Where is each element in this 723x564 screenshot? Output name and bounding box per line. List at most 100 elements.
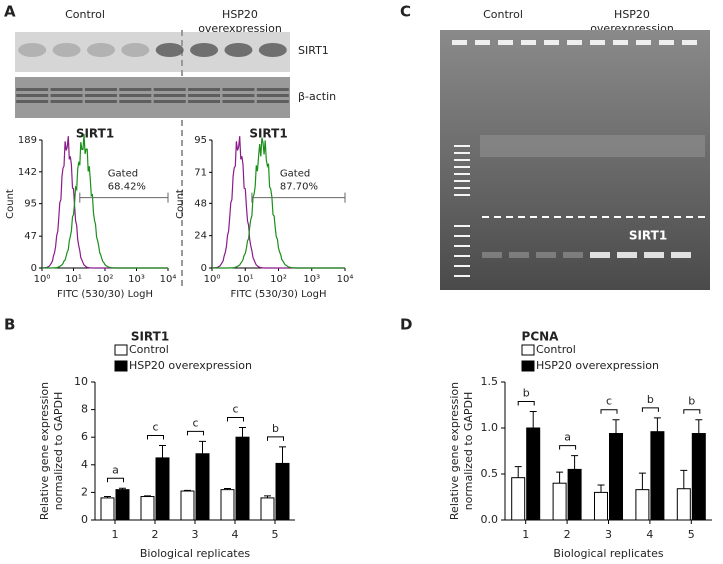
error-bar: [199, 440, 206, 454]
group-label: HSP20: [222, 8, 258, 21]
significance-bracket: [517, 400, 535, 406]
ladder-band: [454, 152, 470, 154]
gel-well: [521, 40, 536, 45]
gel-well: [567, 40, 582, 45]
significance-bracket: [641, 407, 659, 412]
band-label: β-actin: [298, 90, 336, 103]
blot-band: [84, 94, 117, 97]
gel-band: [509, 252, 529, 258]
blot-band: [224, 43, 253, 57]
x-axis-label: Biological replicates: [553, 547, 664, 560]
significance-letter: c: [232, 403, 238, 416]
bar: [526, 427, 541, 521]
blot-band: [119, 100, 152, 103]
blot-band: [188, 94, 221, 97]
chart-title: PCNA: [522, 330, 560, 344]
error-bar: [638, 472, 646, 490]
bar: [594, 491, 608, 521]
gate-annotation: Gated: [280, 169, 310, 180]
x-tick-label: 5: [272, 528, 279, 541]
blot-band: [16, 100, 49, 103]
significance-bracket: [187, 430, 204, 436]
blot-band: [258, 43, 287, 57]
band-label: SIRT1: [298, 44, 329, 57]
error-bar: [529, 410, 537, 428]
bar: [260, 497, 275, 521]
blot-band: [188, 88, 221, 91]
x-axis-label: FITC (530/30) LogH: [231, 289, 327, 300]
error-bar: [159, 444, 166, 458]
legend-label: Control: [536, 343, 576, 356]
y-tick-label: 95: [194, 135, 207, 146]
y-tick-label: 47: [24, 231, 37, 242]
x-tick-label: 1: [112, 528, 119, 541]
blot-band: [153, 94, 186, 97]
blot-band: [222, 88, 255, 91]
x-tick-label: 10⁰: [204, 274, 221, 285]
panel-letter: A: [4, 3, 16, 21]
significance-letter: a: [112, 463, 119, 476]
y-tick-label: 142: [18, 167, 37, 178]
significance-bracket: [683, 409, 701, 414]
x-tick-label: 10⁴: [337, 274, 354, 285]
band-label: SIRT1: [629, 229, 667, 243]
significance-letter: a: [564, 431, 571, 444]
blot-band: [52, 43, 81, 57]
histogram-trace: [212, 137, 345, 269]
bar: [155, 457, 170, 521]
gel-image: [440, 30, 710, 290]
y-axis-label: Count: [175, 189, 186, 219]
group-label: HSP20: [614, 8, 650, 21]
panel-letter: B: [4, 316, 15, 334]
bar: [511, 477, 526, 521]
legend-swatch: [521, 360, 535, 372]
ladder-band: [454, 173, 470, 175]
gel-band: [590, 252, 610, 258]
ladder-band: [454, 235, 470, 237]
y-tick-label: 2: [81, 485, 88, 498]
error-bar: [239, 427, 246, 438]
blot-band: [84, 88, 117, 91]
x-tick-label: 10⁴: [160, 274, 177, 285]
y-tick-label: 0.5: [481, 467, 499, 480]
y-tick-label: 0: [81, 513, 88, 526]
y-tick-label: 8: [81, 403, 88, 416]
gel-well: [682, 40, 697, 45]
significance-bracket: [147, 434, 164, 440]
gel-well: [636, 40, 651, 45]
group-label: overexpression: [198, 22, 282, 35]
blot-band: [18, 43, 47, 57]
ladder-band: [454, 159, 470, 161]
gel-band: [644, 252, 664, 258]
bar: [650, 431, 665, 521]
ladder-band: [454, 187, 470, 189]
y-tick-label: 10: [74, 375, 88, 388]
blot-band: [190, 43, 219, 57]
bar: [275, 462, 290, 521]
chart-title: SIRT1: [131, 330, 169, 344]
bar: [235, 436, 250, 521]
legend-label: HSP20 overexpression: [129, 359, 252, 372]
significance-letter: b: [523, 386, 530, 399]
gel-band: [671, 252, 691, 258]
ladder-band: [454, 194, 470, 196]
blot-band: [222, 100, 255, 103]
ladder-band: [454, 255, 470, 257]
bar: [676, 488, 691, 521]
ladder-band: [454, 265, 470, 267]
blot-band: [153, 88, 186, 91]
x-tick-label: 3: [605, 528, 612, 541]
blot-band: [155, 43, 184, 57]
blot-actin: [15, 77, 290, 118]
y-axis-label: normalized to GAPDH: [52, 392, 65, 511]
y-tick-label: 24: [194, 231, 207, 242]
gate-annotation: 68.42%: [108, 182, 146, 193]
x-tick-label: 2: [152, 528, 159, 541]
group-label: Control: [483, 8, 523, 21]
x-tick-label: 10³: [303, 274, 320, 285]
ladder-band: [454, 145, 470, 147]
legend-swatch: [114, 344, 128, 356]
x-tick-label: 10³: [128, 274, 145, 285]
